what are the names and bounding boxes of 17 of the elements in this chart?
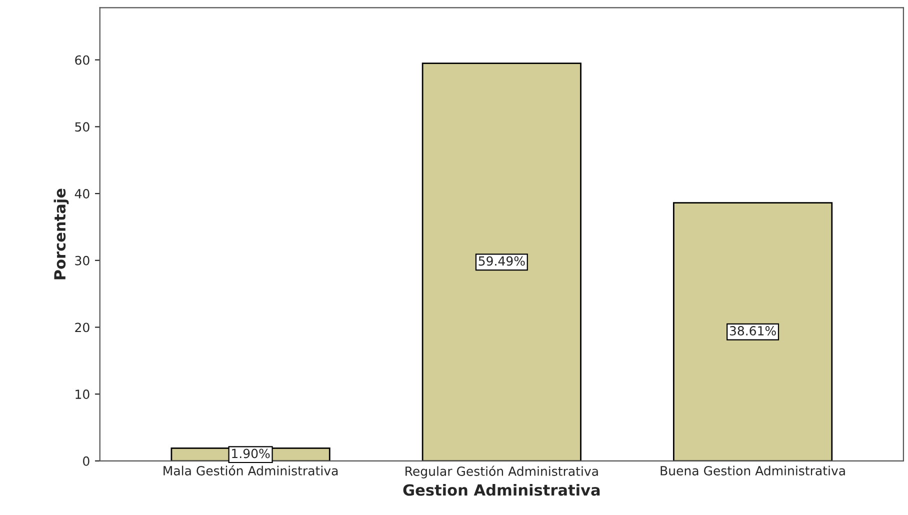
- data-label: 38.61%: [730, 326, 776, 336]
- y-tick-label: 0: [83, 456, 90, 466]
- x-tick-label: Regular Gestión Administrativa: [406, 466, 598, 478]
- y-tick-label: 40: [74, 189, 90, 198]
- data-label: 1.90%: [232, 448, 270, 458]
- y-tick-label: 50: [75, 122, 90, 132]
- y-tick-label: 60: [75, 55, 90, 65]
- x-tick-label: Buena Gestion Administrativa: [660, 466, 845, 476]
- bar: [672, 202, 833, 461]
- x-axis-title: Gestion Administrativa: [403, 484, 600, 496]
- y-tick-label: 10: [76, 390, 90, 400]
- y-axis-title: Porcentaje: [54, 188, 69, 280]
- bar: [422, 62, 582, 461]
- y-tick-label: 30: [75, 256, 90, 266]
- x-tick-label: Mala Gestión Administrativa: [164, 465, 338, 476]
- data-label: 59.49%: [478, 256, 525, 266]
- y-tick-label: 20: [75, 322, 90, 332]
